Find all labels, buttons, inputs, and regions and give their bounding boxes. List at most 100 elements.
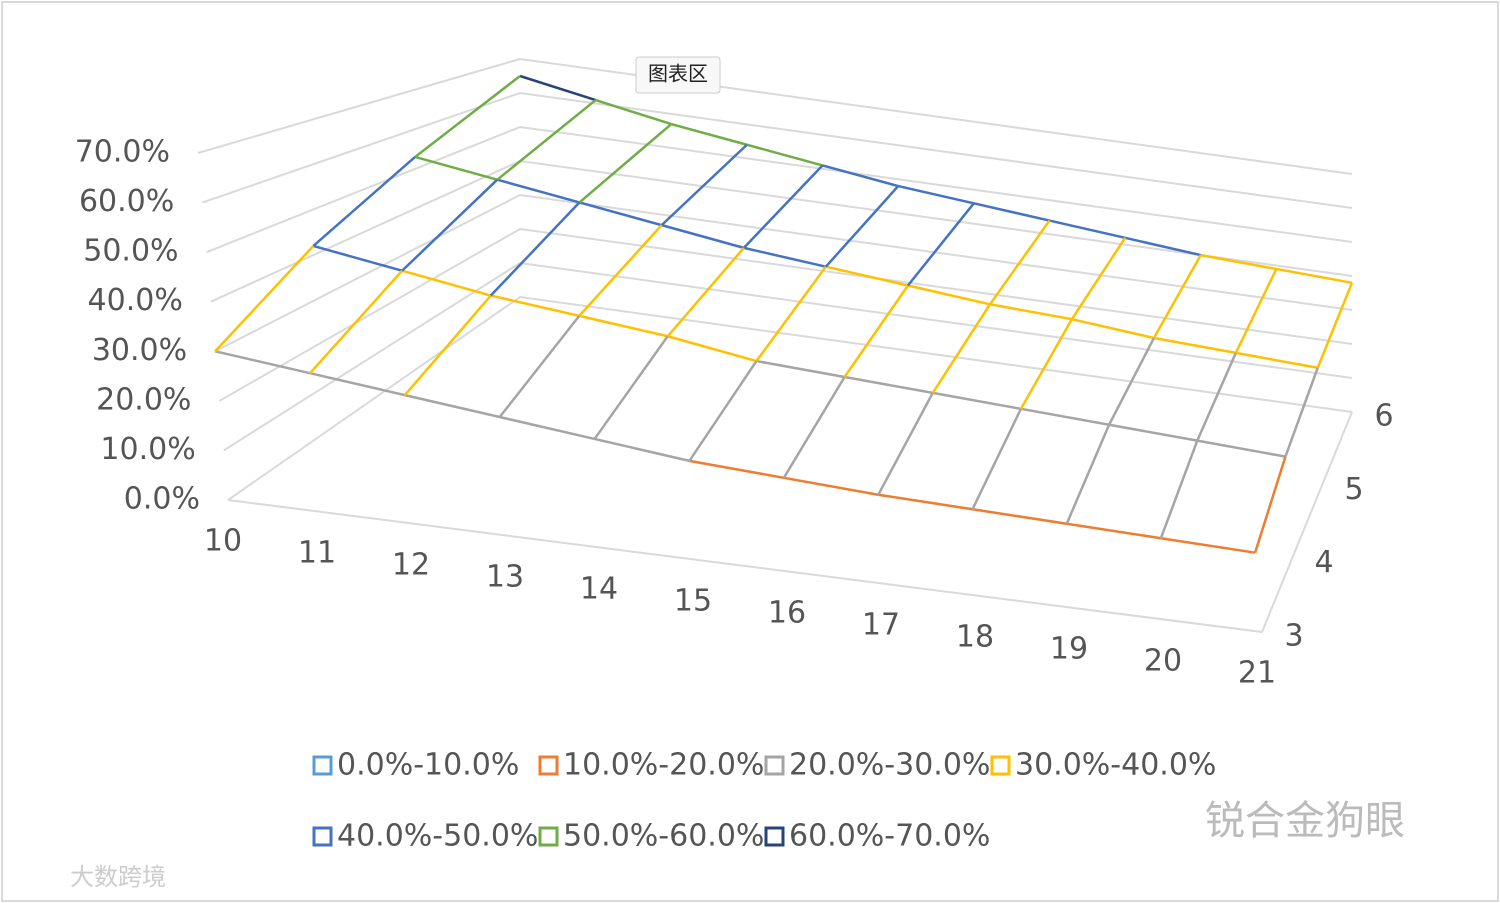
y-tick-label: 50.0% — [83, 234, 178, 269]
surface-segment — [1020, 407, 1110, 426]
surface-segment — [906, 202, 975, 287]
surface-segment — [783, 476, 879, 497]
surface-segment — [498, 315, 581, 418]
surface-segment — [1253, 456, 1287, 554]
legend-swatch — [764, 755, 785, 776]
surface-segment — [578, 314, 668, 338]
surface-segment — [593, 335, 669, 440]
legend-swatch — [764, 826, 785, 847]
surface-segment — [907, 284, 991, 306]
y-tick-label: 20.0% — [96, 382, 191, 417]
x-tick-label: 17 — [862, 608, 900, 643]
surface-segment — [660, 143, 748, 227]
y-tick-label: 0.0% — [124, 482, 200, 517]
surface-segment — [578, 123, 673, 204]
surface-segment — [1107, 337, 1156, 426]
x-tick-label: 14 — [580, 572, 618, 607]
x-tick-label: 21 — [1238, 656, 1276, 691]
surface-segment — [931, 303, 992, 394]
surface-segment — [1160, 536, 1256, 554]
tooltip-box — [635, 56, 721, 94]
surface-segment — [579, 201, 662, 227]
surface-segment — [666, 247, 745, 338]
floor-edge — [227, 411, 1353, 634]
grid-line — [223, 261, 1353, 452]
legend-swatch — [312, 755, 333, 776]
watermark: 大数跨境 — [70, 863, 166, 891]
surface-segment — [1196, 352, 1237, 442]
x-tick-label: 19 — [1050, 632, 1088, 667]
y-tick-label: 70.0% — [75, 135, 170, 170]
surface-segment — [755, 265, 827, 362]
surface-segment — [499, 415, 595, 441]
surface-segment — [1071, 317, 1155, 340]
surface-segment — [594, 437, 690, 463]
grid-line — [214, 193, 1353, 353]
surface-segment — [824, 185, 900, 268]
surface-segment — [490, 294, 580, 318]
surface-segment — [414, 75, 521, 158]
x-tick-label: 16 — [768, 596, 806, 631]
surface-segment — [689, 459, 785, 480]
x-tick-label: 11 — [298, 536, 336, 571]
surface-segment — [825, 265, 909, 287]
x-tick-label: 20 — [1144, 644, 1182, 679]
surface-segment — [496, 178, 580, 204]
surface-segment — [989, 303, 1073, 321]
legend-swatch — [312, 826, 333, 847]
surface-segment — [1152, 254, 1202, 339]
surface-segment — [1153, 336, 1237, 355]
surface-segment — [214, 350, 311, 375]
surface-segment — [496, 99, 597, 181]
legend-label: 0.0%-10.0% — [337, 748, 519, 783]
y-tick-label: 10.0% — [100, 432, 195, 467]
surface-segment — [1108, 423, 1198, 442]
surface-segment — [1235, 351, 1318, 369]
surface-segment — [844, 375, 933, 395]
surface-segment — [743, 246, 827, 268]
surface-segment — [973, 202, 1050, 222]
surface-segment — [878, 493, 973, 511]
surface-segment — [897, 184, 975, 205]
surface-segment — [932, 391, 1022, 411]
x-tick-label: 15 — [674, 584, 712, 619]
surface-segment — [688, 360, 758, 462]
x-tick-label: 18 — [956, 620, 994, 655]
x-tick-label: 10 — [204, 524, 242, 559]
legend-label: 30.0%-40.0% — [1015, 748, 1216, 783]
surface-segment — [1197, 439, 1286, 458]
legend-label: 10.0%-20.0% — [563, 748, 764, 783]
surface-segment — [822, 164, 899, 188]
surface-segment — [1316, 282, 1354, 369]
surface-segment — [971, 408, 1023, 510]
surface-segment — [1019, 318, 1073, 410]
surface-segment — [1124, 236, 1202, 257]
y-tick-label: 40.0% — [88, 283, 183, 318]
surface-segment — [782, 376, 846, 479]
surface-segment — [519, 74, 597, 102]
surface — [214, 74, 1354, 554]
surface-segment — [877, 392, 934, 496]
surface-segment — [414, 155, 498, 181]
grid-line — [206, 125, 1353, 254]
tooltip: 图表区 — [648, 62, 708, 86]
surface-segment — [312, 244, 403, 272]
grid-line — [227, 295, 1353, 501]
x-tick-label: 13 — [486, 560, 524, 595]
surface-segment — [578, 224, 663, 317]
surface-segment — [988, 219, 1051, 306]
surface-segment — [312, 156, 416, 247]
depth-label: 5 — [1344, 472, 1363, 507]
surface-segment — [667, 335, 757, 363]
labels: 0.0% 10.0% 20.0% 30.0% 40.0% 50.0% 60.0% 70.0% 1… — [75, 135, 1394, 854]
surface-segment — [214, 245, 315, 353]
legend-label: 20.0%-30.0% — [789, 748, 990, 783]
surface-segment — [403, 294, 492, 396]
surface-segment — [1065, 424, 1111, 525]
surface-segment — [670, 122, 748, 146]
surface-segment — [1070, 237, 1127, 320]
legend-swatch — [990, 755, 1011, 776]
grid-line — [218, 227, 1353, 402]
legend-label: 60.0%-70.0% — [789, 819, 990, 854]
surface-segment — [746, 143, 823, 167]
